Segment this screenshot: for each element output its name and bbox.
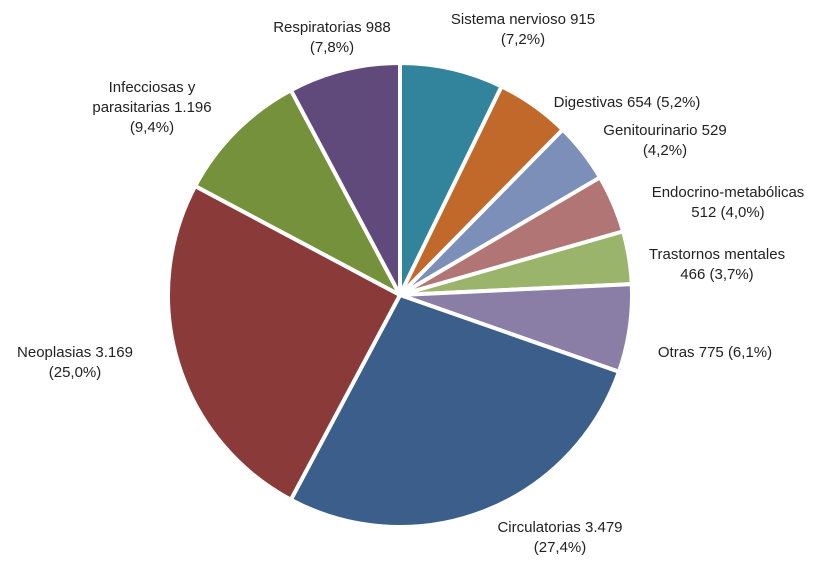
- slice-label: Trastornos mentales 466 (3,7%): [632, 245, 802, 285]
- slice-label: Genitourinario 529 (4,2%): [585, 121, 745, 161]
- value-label: 988: [365, 19, 391, 36]
- category-label: Respiratorias: [273, 19, 362, 36]
- pie-slice: [398, 61, 504, 297]
- percent-label: (7,8%): [309, 39, 355, 56]
- pie-slice: [288, 293, 621, 529]
- category-label: Neoplasias: [17, 344, 92, 361]
- percent-label: (6,1%): [727, 344, 773, 361]
- value-label: 3.169: [95, 344, 133, 361]
- slice-label: Sistema nervioso 915 (7,2%): [433, 10, 613, 50]
- slice-label: Neoplasias 3.169 (25,0%): [0, 343, 150, 383]
- slice-label: Otras 775 (6,1%): [605, 343, 825, 363]
- value-label: 1.196: [174, 99, 212, 116]
- percent-label: (27,4%): [533, 539, 587, 556]
- percent-label: (7,2%): [500, 31, 546, 48]
- value-label: 3.479: [584, 519, 623, 536]
- slice-label: Circulatorias 3.479 (27,4%): [475, 518, 645, 558]
- pie-slice: [193, 88, 402, 297]
- percent-label: (3,7%): [709, 266, 754, 283]
- percent-label: (5,2%): [656, 94, 701, 111]
- value-label: 529: [701, 122, 727, 139]
- slice-label: Endocrino-metabólicas 512 (4,0%): [638, 183, 818, 223]
- category-label: Trastornos mentales: [648, 246, 786, 263]
- percent-label: (4,0%): [720, 204, 765, 221]
- value-label: 915: [570, 11, 596, 28]
- category-label: Genitourinario: [603, 122, 698, 139]
- category-label: Sistema nervioso: [450, 11, 566, 28]
- value-label: 466: [680, 266, 706, 283]
- percent-label: (9,4%): [129, 119, 175, 136]
- pie-slice: [288, 61, 402, 297]
- category-label: Otras: [657, 344, 695, 361]
- category-label: Circulatorias: [497, 519, 581, 536]
- slice-label: Infecciosas y parasitarias 1.196 (9,4%): [82, 78, 222, 138]
- slice-label: Digestivas 654 (5,2%): [517, 93, 737, 113]
- category-label: Digestivas: [553, 94, 623, 111]
- percent-label: (25,0%): [48, 364, 102, 381]
- value-label: 512: [691, 204, 717, 221]
- slice-label: Respiratorias 988 (7,8%): [257, 18, 407, 58]
- category-label: Infecciosas y parasitarias: [92, 79, 196, 116]
- value-label: 775: [698, 344, 724, 361]
- category-label: Endocrino-metabólicas: [651, 184, 805, 201]
- value-label: 654: [626, 94, 653, 111]
- percent-label: (4,2%): [642, 142, 688, 159]
